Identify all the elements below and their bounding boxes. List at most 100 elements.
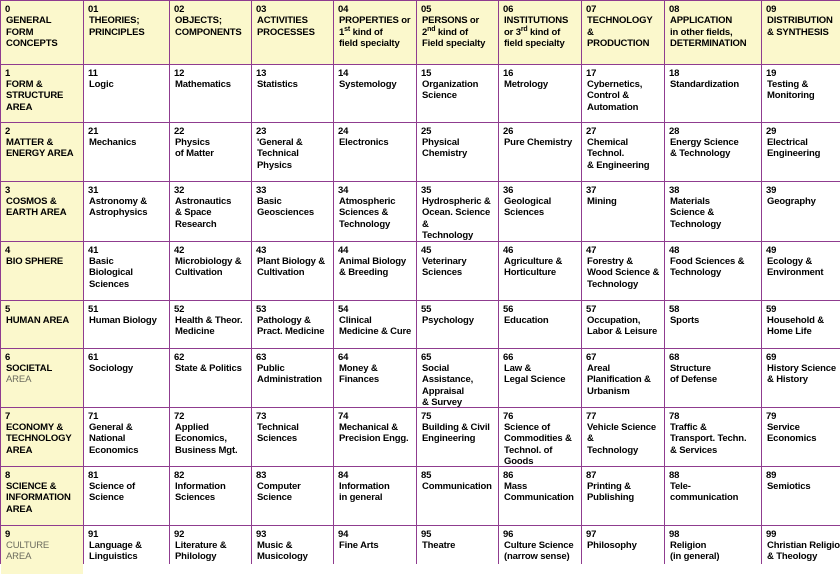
subject-cell-17[interactable]: 17 Cybernetics, Control & Automation (582, 65, 664, 122)
subject-cell-67[interactable]: 67 Areal Planification & Urbanism (582, 349, 664, 407)
subject-cell-81[interactable]: 81 Science of Science (84, 467, 169, 525)
subject-cell-31[interactable]: 31 Astronomy & Astrophysics (84, 182, 169, 241)
subject-cell-19[interactable]: 19 Testing & Monitoring (762, 65, 840, 122)
header-cell-0[interactable]: 0 GENERAL FORM CONCEPTS (1, 1, 83, 64)
subject-cell-84[interactable]: 84 Information in general (334, 467, 416, 525)
subject-cell-96[interactable]: 96 Culture Science (narrow sense) (499, 526, 581, 574)
subject-cell-28[interactable]: 28 Energy Science & Technology (665, 123, 761, 181)
subject-cell-33[interactable]: 33 Basic Geosciences (252, 182, 333, 241)
subject-cell-97[interactable]: 97 Philosophy (582, 526, 664, 574)
subject-cell-89[interactable]: 89 Semiotics (762, 467, 840, 525)
header-cell-04[interactable]: 04 PROPERTIES or 1st kind of field specia… (334, 1, 416, 64)
subject-cell-55[interactable]: 55 Psychology (417, 301, 498, 348)
subject-cell-16[interactable]: 16 Metrology (499, 65, 581, 122)
subject-cell-63[interactable]: 63 Public Administration (252, 349, 333, 407)
subject-cell-54[interactable]: 54 Clinical Medicine & Cure (334, 301, 416, 348)
area-cell-4[interactable]: 4 BIO SPHERE (1, 242, 83, 300)
subject-cell-15[interactable]: 15 Organization Science (417, 65, 498, 122)
subject-cell-71[interactable]: 71 General & National Economics (84, 408, 169, 466)
subject-cell-43[interactable]: 43 Plant Biology & Cultivation (252, 242, 333, 300)
subject-cell-51[interactable]: 51 Human Biology (84, 301, 169, 348)
subject-cell-47[interactable]: 47 Forestry & Wood Science & Technology (582, 242, 664, 300)
subject-cell-44[interactable]: 44 Animal Biology & Breeding (334, 242, 416, 300)
subject-cell-45[interactable]: 45 Veterinary Sciences (417, 242, 498, 300)
header-cell-07[interactable]: 07 TECHNOLOGY & PRODUCTION (582, 1, 664, 64)
subject-cell-12[interactable]: 12 Mathematics (170, 65, 251, 122)
subject-cell-56[interactable]: 56 Education (499, 301, 581, 348)
subject-cell-59[interactable]: 59 Household & Home Life (762, 301, 840, 348)
subject-cell-72[interactable]: 72 Applied Economics, Business Mgt. (170, 408, 251, 466)
subject-cell-86[interactable]: 86 Mass Communication (499, 467, 581, 525)
subject-cell-93[interactable]: 93 Music & Musicology (252, 526, 333, 574)
subject-cell-34[interactable]: 34 Atmospheric Sciences & Technology (334, 182, 416, 241)
area-cell-2[interactable]: 2 MATTER & ENERGY AREA (1, 123, 83, 181)
subject-cell-26[interactable]: 26 Pure Chemistry (499, 123, 581, 181)
subject-cell-98[interactable]: 98 Religion (in general) (665, 526, 761, 574)
subject-cell-65[interactable]: 65 Social Assistance, Appraisal & Survey (417, 349, 498, 407)
header-cell-02[interactable]: 02 OBJECTS; COMPONENTS (170, 1, 251, 64)
subject-cell-32[interactable]: 32 Astronautics & Space Research (170, 182, 251, 241)
subject-cell-85[interactable]: 85 Communication (417, 467, 498, 525)
subject-cell-94[interactable]: 94 Fine Arts (334, 526, 416, 574)
header-cell-01[interactable]: 01 THEORIES; PRINCIPLES (84, 1, 169, 64)
subject-cell-74[interactable]: 74 Mechanical & Precision Engg. (334, 408, 416, 466)
subject-cell-14[interactable]: 14 Systemology (334, 65, 416, 122)
subject-cell-52[interactable]: 52 Health & Theor. Medicine (170, 301, 251, 348)
subject-cell-35[interactable]: 35 Hydrospheric & Ocean. Science & Techno… (417, 182, 498, 241)
subject-cell-61[interactable]: 61 Sociology (84, 349, 169, 407)
subject-cell-69[interactable]: 69 History Science & History (762, 349, 840, 407)
subject-cell-41[interactable]: 41 Basic Biological Sciences (84, 242, 169, 300)
area-cell-5[interactable]: 5 HUMAN AREA (1, 301, 83, 348)
subject-cell-62[interactable]: 62 State & Politics (170, 349, 251, 407)
subject-cell-11[interactable]: 11 Logic (84, 65, 169, 122)
subject-cell-21[interactable]: 21 Mechanics (84, 123, 169, 181)
subject-cell-36[interactable]: 36 Geological Sciences (499, 182, 581, 241)
subject-cell-66[interactable]: 66 Law & Legal Science (499, 349, 581, 407)
subject-cell-57[interactable]: 57 Occupation, Labor & Leisure (582, 301, 664, 348)
area-cell-7[interactable]: 7 ECONOMY & TECHNOLOGY AREA (1, 408, 83, 466)
area-cell-1[interactable]: 1 FORM & STRUCTURE AREA (1, 65, 83, 122)
area-cell-9[interactable]: 9 CULTURE AREA (1, 526, 83, 574)
subject-cell-88[interactable]: 88 Tele- communication (665, 467, 761, 525)
subject-cell-79[interactable]: 79 Service Economics (762, 408, 840, 466)
subject-cell-25[interactable]: 25 Physical Chemistry (417, 123, 498, 181)
subject-cell-18[interactable]: 18 Standardization (665, 65, 761, 122)
subject-cell-64[interactable]: 64 Money & Finances (334, 349, 416, 407)
subject-cell-53[interactable]: 53 Pathology & Pract. Medicine (252, 301, 333, 348)
subject-cell-95[interactable]: 95 Theatre (417, 526, 498, 574)
area-cell-3[interactable]: 3 COSMOS & EARTH AREA (1, 182, 83, 241)
header-cell-06[interactable]: 06 INSTITUTIONS or 3rd kind of field spec… (499, 1, 581, 64)
subject-cell-48[interactable]: 48 Food Sciences & Technology (665, 242, 761, 300)
subject-cell-46[interactable]: 46 Agriculture & Horticulture (499, 242, 581, 300)
subject-cell-24[interactable]: 24 Electronics (334, 123, 416, 181)
subject-cell-13[interactable]: 13 Statistics (252, 65, 333, 122)
subject-cell-77[interactable]: 77 Vehicle Science & Technology (582, 408, 664, 466)
header-cell-03[interactable]: 03 ACTIVITIES PROCESSES (252, 1, 333, 64)
header-cell-09[interactable]: 09 DISTRIBUTION & SYNTHESIS (762, 1, 840, 64)
subject-cell-83[interactable]: 83 Computer Science (252, 467, 333, 525)
subject-cell-22[interactable]: 22 Physics of Matter (170, 123, 251, 181)
subject-cell-78[interactable]: 78 Traffic & Transport. Techn. & Services (665, 408, 761, 466)
subject-cell-75[interactable]: 75 Building & Civil Engineering (417, 408, 498, 466)
area-cell-8[interactable]: 8 SCIENCE & INFORMATION AREA (1, 467, 83, 525)
subject-cell-92[interactable]: 92 Literature & Philology (170, 526, 251, 574)
subject-cell-76[interactable]: 76 Science of Commodities & Technol. of G… (499, 408, 581, 466)
subject-cell-91[interactable]: 91 Language & Linguistics (84, 526, 169, 574)
subject-cell-49[interactable]: 49 Ecology & Environment (762, 242, 840, 300)
area-cell-6[interactable]: 6 SOCIETAL AREA (1, 349, 83, 407)
subject-cell-68[interactable]: 68 Structure of Defense (665, 349, 761, 407)
header-cell-08[interactable]: 08 APPLICATION in other fields, DETERMINA… (665, 1, 761, 64)
header-cell-05[interactable]: 05 PERSONS or 2nd kind of Field specialty (417, 1, 498, 64)
subject-cell-29[interactable]: 29 Electrical Engineering (762, 123, 840, 181)
subject-cell-73[interactable]: 73 Technical Sciences (252, 408, 333, 466)
subject-cell-58[interactable]: 58 Sports (665, 301, 761, 348)
subject-cell-38[interactable]: 38 Materials Science & Technology (665, 182, 761, 241)
subject-cell-42[interactable]: 42 Microbiology & Cultivation (170, 242, 251, 300)
subject-cell-37[interactable]: 37 Mining (582, 182, 664, 241)
subject-cell-27[interactable]: 27 Chemical Technol. & Engineering (582, 123, 664, 181)
subject-cell-23[interactable]: 23 'General & Technical Physics (252, 123, 333, 181)
subject-cell-39[interactable]: 39 Geography (762, 182, 840, 241)
subject-cell-87[interactable]: 87 Printing & Publishing (582, 467, 664, 525)
subject-cell-82[interactable]: 82 Information Sciences (170, 467, 251, 525)
